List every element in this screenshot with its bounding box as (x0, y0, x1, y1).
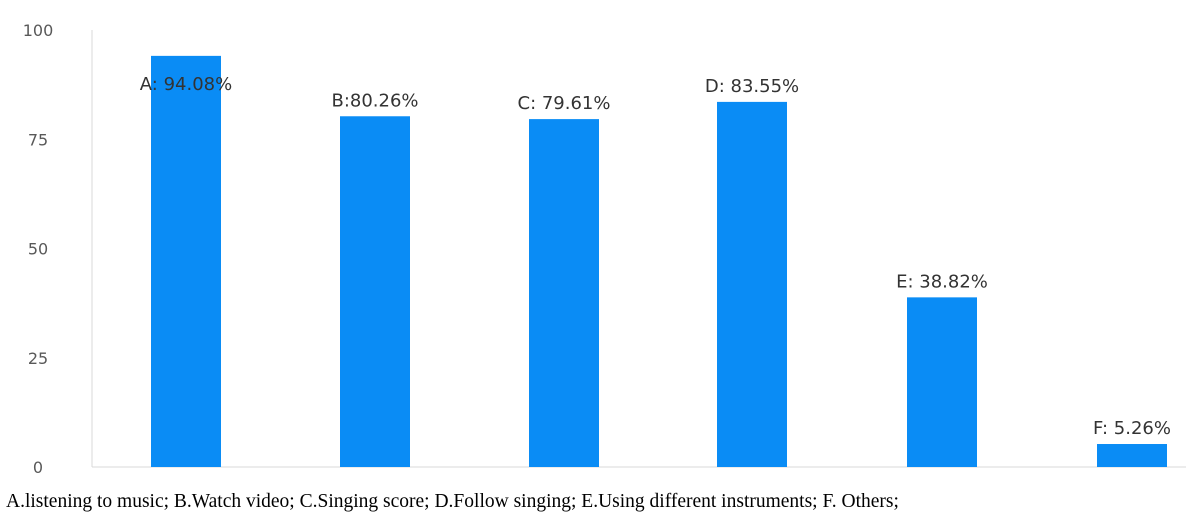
chart-caption: A.listening to music; B.Watch video; C.S… (6, 491, 899, 512)
bar-d (717, 101, 787, 467)
bar-chart: 0 25 50 75 100 A: 94.08% B:80.26% C: 79.61% D: … (23, 21, 1186, 477)
y-tick-label: 100 (23, 21, 54, 40)
data-label-f: F: 5.26% (1093, 418, 1171, 439)
bar-f (1097, 444, 1167, 467)
data-label-a: A: 94.08% (140, 74, 232, 95)
y-tick-label: 75 (28, 130, 48, 149)
bar-c (529, 119, 599, 467)
bar-a (151, 55, 221, 468)
data-label-b: B:80.26% (331, 90, 418, 111)
bar-e (907, 297, 977, 467)
data-label-e: E: 38.82% (896, 271, 988, 292)
y-tick-label: 25 (28, 349, 48, 368)
y-tick-label: 50 (28, 240, 48, 259)
data-label-d: D: 83.55% (705, 76, 799, 97)
y-tick-label: 0 (33, 458, 43, 477)
data-label-c: C: 79.61% (518, 93, 611, 114)
bar-b (340, 116, 410, 468)
